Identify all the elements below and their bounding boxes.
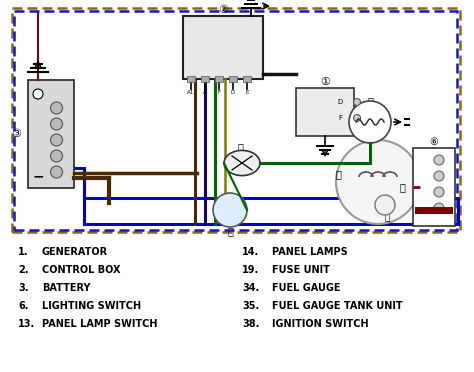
Text: A: A xyxy=(203,90,207,94)
Text: ①: ① xyxy=(320,77,330,87)
Text: ㉞: ㉞ xyxy=(335,169,341,179)
Circle shape xyxy=(51,102,63,114)
Text: PANEL LAMP SWITCH: PANEL LAMP SWITCH xyxy=(42,319,157,329)
Bar xyxy=(229,76,237,82)
Text: ⑭: ⑭ xyxy=(384,214,390,222)
Text: 35.: 35. xyxy=(242,301,259,311)
Bar xyxy=(28,80,74,188)
Bar xyxy=(15,10,457,230)
Bar xyxy=(296,88,354,136)
Text: CONTROL BOX: CONTROL BOX xyxy=(42,265,120,275)
Text: −: − xyxy=(32,169,44,183)
Circle shape xyxy=(51,150,63,162)
Circle shape xyxy=(349,101,391,143)
Text: ㉟: ㉟ xyxy=(367,96,373,106)
Text: ③: ③ xyxy=(11,129,21,139)
Bar xyxy=(413,148,455,226)
Ellipse shape xyxy=(224,150,260,176)
Text: 14.: 14. xyxy=(242,247,259,257)
Bar xyxy=(415,207,453,214)
Text: 6.: 6. xyxy=(18,301,28,311)
Text: ⑥: ⑥ xyxy=(429,137,438,147)
Text: D: D xyxy=(337,99,343,105)
Bar xyxy=(201,76,209,82)
Text: A1: A1 xyxy=(187,90,195,94)
Circle shape xyxy=(354,99,361,106)
Text: F: F xyxy=(338,115,342,121)
Bar xyxy=(183,16,263,79)
Circle shape xyxy=(434,155,444,165)
Circle shape xyxy=(354,115,361,122)
Circle shape xyxy=(51,134,63,146)
Circle shape xyxy=(51,166,63,178)
Text: IGNITION SWITCH: IGNITION SWITCH xyxy=(272,319,369,329)
Circle shape xyxy=(434,171,444,181)
Text: 2.: 2. xyxy=(18,265,28,275)
Text: PANEL LAMPS: PANEL LAMPS xyxy=(272,247,348,257)
Circle shape xyxy=(375,195,395,215)
Bar xyxy=(243,76,251,82)
Bar xyxy=(215,76,223,82)
Circle shape xyxy=(51,118,63,130)
Circle shape xyxy=(434,203,444,213)
Text: BATTERY: BATTERY xyxy=(42,283,91,293)
Text: FUEL GAUGE: FUEL GAUGE xyxy=(272,283,340,293)
Text: 3.: 3. xyxy=(18,283,28,293)
Text: GENERATOR: GENERATOR xyxy=(42,247,108,257)
Text: ⑬: ⑬ xyxy=(399,182,405,192)
Text: ②: ② xyxy=(218,5,228,15)
Bar xyxy=(12,8,460,232)
Circle shape xyxy=(336,140,420,224)
Text: D: D xyxy=(231,90,235,94)
Text: 34.: 34. xyxy=(242,283,259,293)
Text: LIGHTING SWITCH: LIGHTING SWITCH xyxy=(42,301,141,311)
Circle shape xyxy=(33,89,43,99)
Text: 13.: 13. xyxy=(18,319,35,329)
Bar xyxy=(187,76,195,82)
Circle shape xyxy=(213,193,247,227)
Text: FUSE UNIT: FUSE UNIT xyxy=(272,265,330,275)
Text: ⑲: ⑲ xyxy=(237,142,243,152)
Text: 19.: 19. xyxy=(242,265,259,275)
Circle shape xyxy=(434,187,444,197)
Text: F: F xyxy=(218,90,220,94)
Text: FUEL GAUGE TANK UNIT: FUEL GAUGE TANK UNIT xyxy=(272,301,402,311)
Text: 1.: 1. xyxy=(18,247,28,257)
Text: 38.: 38. xyxy=(242,319,259,329)
Text: +: + xyxy=(33,89,43,99)
Text: E: E xyxy=(246,90,249,94)
Text: ㊳: ㊳ xyxy=(227,226,233,236)
